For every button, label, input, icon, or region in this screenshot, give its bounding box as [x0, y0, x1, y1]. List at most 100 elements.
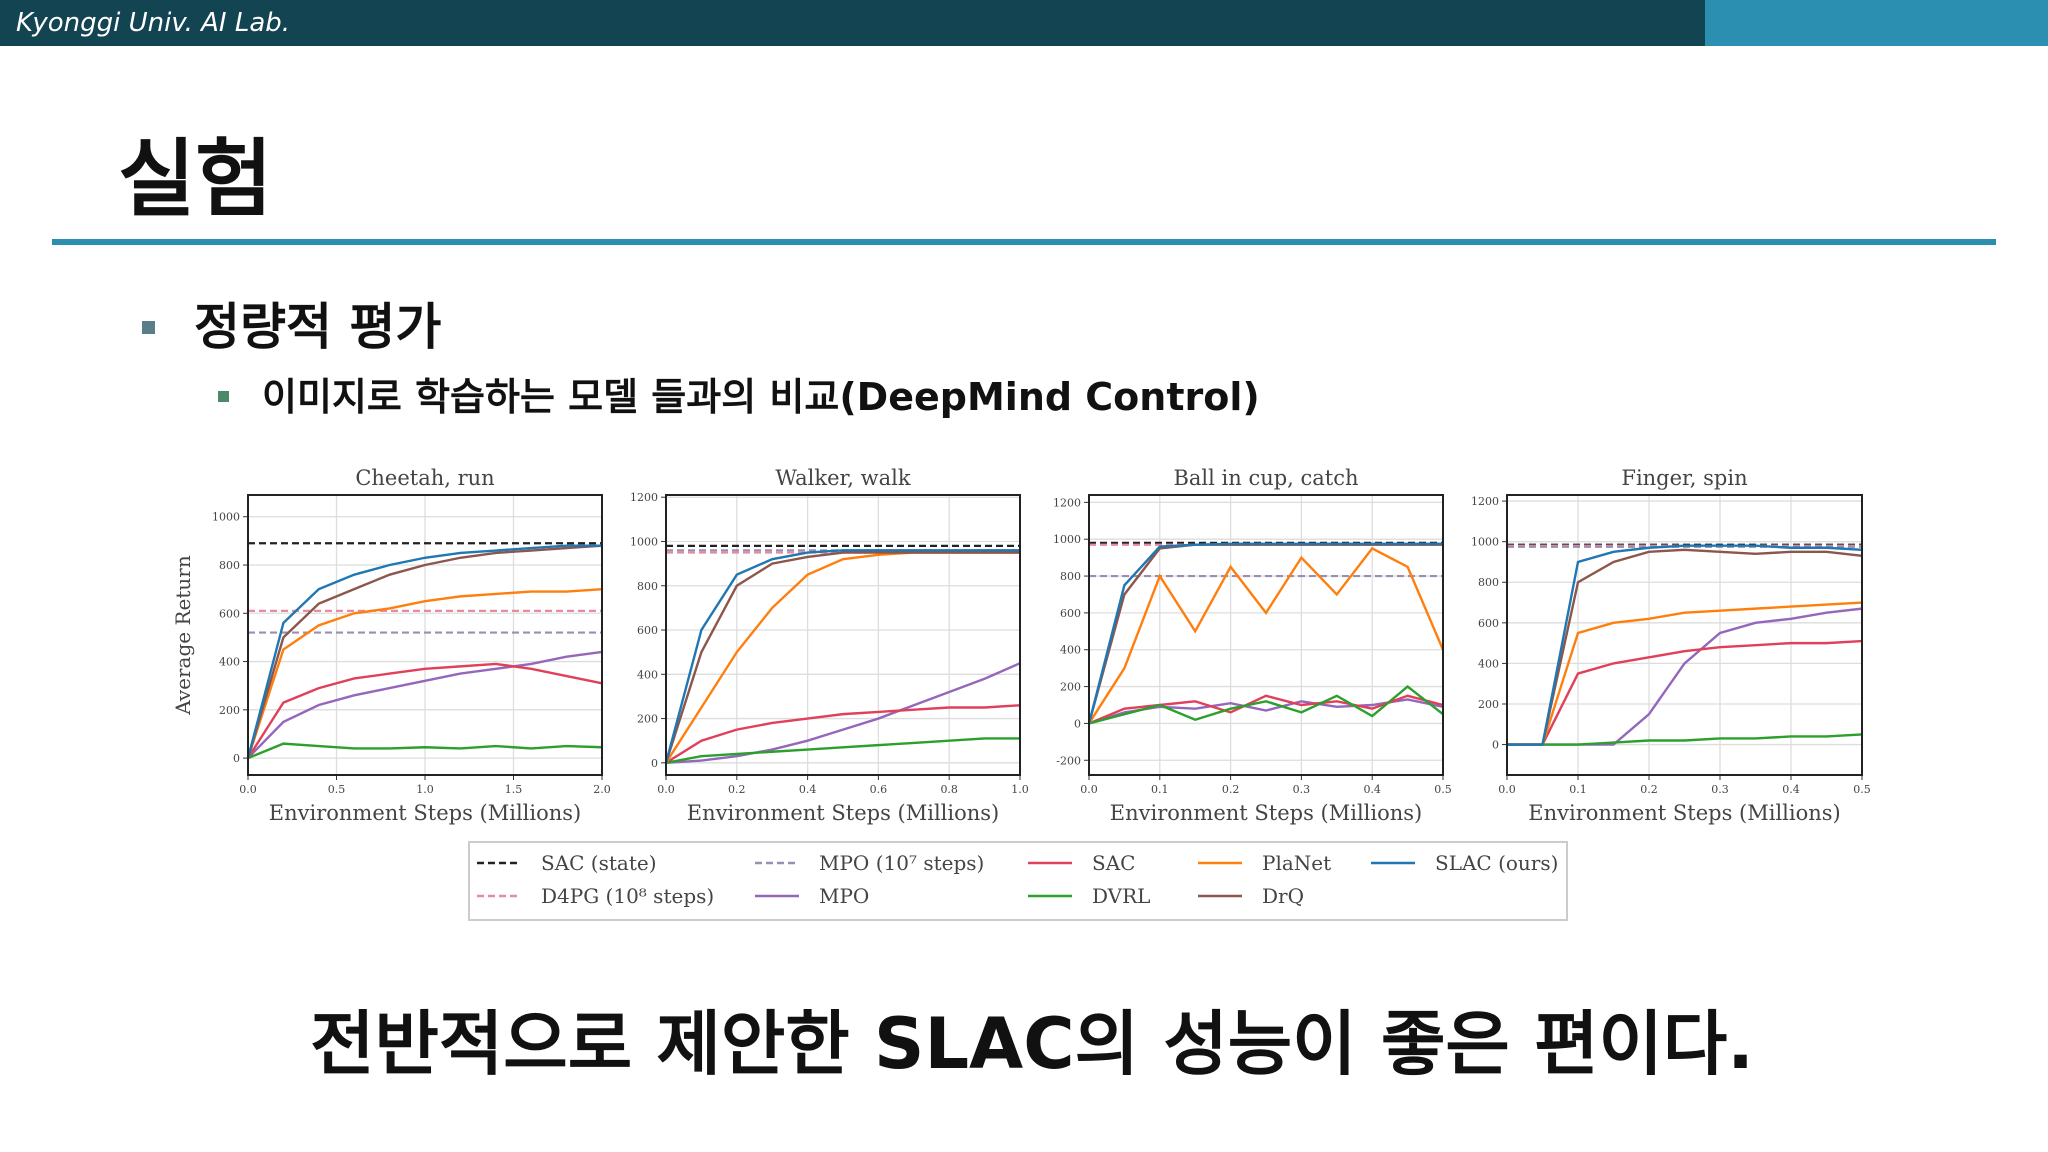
x-tick-label: 0.5 — [1434, 783, 1452, 796]
series-line — [664, 551, 1020, 764]
series-line — [1088, 685, 1444, 725]
legend-label: SAC — [1092, 851, 1135, 875]
y-tick-label: 1200 — [1053, 496, 1081, 509]
y-tick-label: 600 — [637, 624, 658, 637]
x-tick-label: 2.0 — [593, 783, 611, 796]
legend-label: MPO (10⁷ steps) — [819, 851, 984, 875]
legend-box — [468, 841, 1568, 921]
series-line — [246, 587, 603, 759]
chart-title: Finger, spin — [1621, 466, 1747, 490]
x-tick-label: 0.4 — [1782, 783, 1800, 796]
x-tick-label: 0.2 — [1640, 783, 1658, 796]
series-line — [246, 544, 602, 759]
y-tick-label: 200 — [1478, 698, 1499, 711]
series-line — [665, 704, 1021, 764]
series-line — [1087, 542, 1443, 724]
y-tick-label: 0 — [651, 757, 658, 770]
y-tick-label: 0 — [1492, 739, 1499, 752]
y-tick-label: 400 — [219, 656, 240, 669]
slide-title: 실험 — [118, 130, 273, 228]
x-tick-label: 0.6 — [870, 783, 888, 796]
series-line — [665, 662, 1021, 765]
plot-frame — [665, 494, 1021, 776]
series-line — [1087, 546, 1445, 725]
y-axis-label: Average Return — [171, 555, 195, 716]
x-axis-label: Environment Steps (Millions) — [687, 801, 999, 825]
y-tick-label: 0 — [233, 752, 240, 765]
x-tick-label: 0.5 — [328, 783, 346, 796]
y-tick-label: 1000 — [1053, 533, 1081, 546]
y-tick-label: 200 — [637, 713, 658, 726]
y-tick-label: 800 — [1060, 570, 1081, 583]
y-tick-label: 1200 — [630, 491, 658, 504]
header-bar — [0, 0, 1705, 46]
y-tick-label: 400 — [1478, 657, 1499, 670]
y-tick-label: 200 — [219, 704, 240, 717]
x-tick-label: 1.5 — [505, 783, 523, 796]
x-tick-label: 0.3 — [1293, 783, 1311, 796]
x-tick-label: 0.3 — [1711, 783, 1729, 796]
plot-frame — [1088, 494, 1444, 776]
series-line — [246, 662, 603, 759]
bullet-text: 정량적 평가 — [194, 298, 441, 356]
y-tick-label: 400 — [1060, 644, 1081, 657]
y-tick-label: 1000 — [630, 535, 658, 548]
x-axis-label: Environment Steps (Millions) — [1110, 801, 1422, 825]
legend-label: SAC (state) — [541, 851, 657, 875]
series-line — [1507, 544, 1863, 746]
y-tick-label: 400 — [637, 668, 658, 681]
series-line — [1088, 694, 1444, 725]
x-tick-label: 0.4 — [799, 783, 817, 796]
legend-label: D4PG (10⁸ steps) — [541, 884, 714, 908]
chart-title: Ball in cup, catch — [1173, 466, 1358, 490]
legend-label: DrQ — [1262, 884, 1304, 908]
x-tick-label: 0.1 — [1569, 783, 1587, 796]
x-axis-label: Environment Steps (Millions) — [269, 801, 581, 825]
y-tick-label: 1000 — [1471, 536, 1499, 549]
y-tick-label: 1000 — [212, 511, 240, 524]
header-accent — [1705, 0, 2048, 46]
series-line — [664, 551, 1020, 764]
x-tick-label: 0.5 — [1853, 783, 1871, 796]
series-line — [1507, 607, 1863, 746]
legend-label: PlaNet — [1262, 851, 1331, 875]
series-line — [665, 737, 1020, 765]
header-lab: Kyonggi Univ. AI Lab. — [16, 8, 290, 38]
series-line — [1507, 639, 1863, 746]
chart-title: Walker, walk — [775, 466, 910, 490]
legend-label: SLAC (ours) — [1435, 851, 1558, 875]
title-rule — [52, 239, 1996, 245]
x-axis-label: Environment Steps (Millions) — [1528, 801, 1840, 825]
y-tick-label: 600 — [219, 607, 240, 620]
y-tick-label: 0 — [1074, 717, 1081, 730]
x-tick-label: 0.0 — [1498, 783, 1516, 796]
series-line — [247, 650, 603, 759]
plot-frame — [247, 494, 603, 776]
y-tick-label: 800 — [637, 580, 658, 593]
y-tick-label: 600 — [1060, 607, 1081, 620]
y-tick-label: 200 — [1060, 681, 1081, 694]
series-line — [1507, 548, 1863, 746]
x-tick-label: 0.0 — [1080, 783, 1098, 796]
x-tick-label: 0.0 — [657, 783, 675, 796]
legend-label: MPO — [819, 884, 869, 908]
x-tick-label: 0.4 — [1363, 783, 1381, 796]
y-tick-label: -200 — [1056, 754, 1081, 767]
bullet-marker — [142, 321, 155, 334]
x-tick-label: 0.0 — [239, 783, 257, 796]
series-line — [1507, 601, 1863, 746]
x-tick-label: 1.0 — [1011, 783, 1029, 796]
y-tick-label: 1200 — [1471, 495, 1499, 508]
legend-label: DVRL — [1092, 884, 1150, 908]
series-line — [1507, 733, 1863, 746]
y-tick-label: 800 — [219, 559, 240, 572]
series-line — [247, 742, 603, 760]
x-tick-label: 0.2 — [1222, 783, 1240, 796]
x-tick-label: 0.8 — [940, 783, 958, 796]
x-tick-label: 0.1 — [1151, 783, 1169, 796]
y-tick-label: 600 — [1478, 617, 1499, 630]
chart-title: Cheetah, run — [355, 466, 494, 490]
x-tick-label: 1.0 — [416, 783, 434, 796]
